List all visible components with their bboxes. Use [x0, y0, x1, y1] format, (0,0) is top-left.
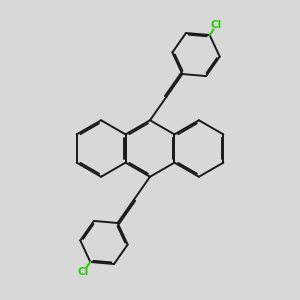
Text: Cl: Cl [78, 267, 89, 277]
Text: Cl: Cl [211, 20, 222, 30]
